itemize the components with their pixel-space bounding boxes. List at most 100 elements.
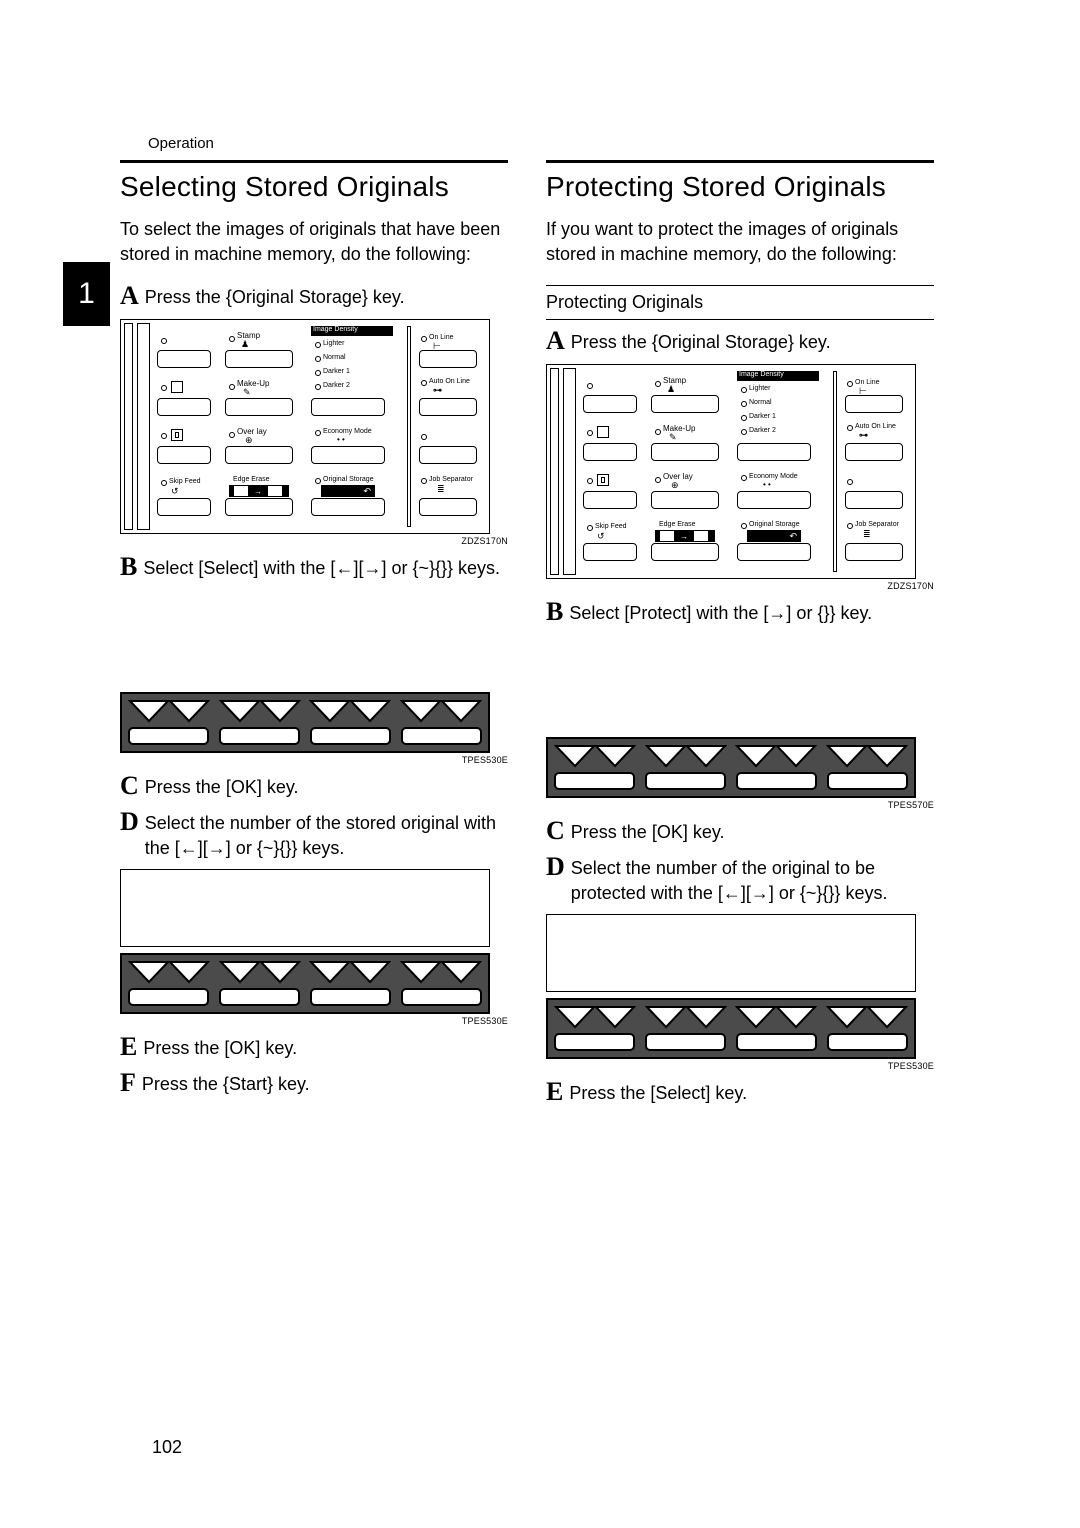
slot-row xyxy=(128,988,482,1006)
lighter-label: Lighter xyxy=(749,385,770,392)
panel-button xyxy=(311,498,385,516)
panel-left-strip-2 xyxy=(137,323,150,530)
softkey-row xyxy=(546,998,916,1059)
autoonline-icon: ⊶ xyxy=(433,386,442,395)
triangle-pair xyxy=(400,699,482,723)
density-header-label: Image Density xyxy=(739,371,784,378)
darker2-label: Darker 2 xyxy=(749,427,776,434)
softkey-row-figure-right-2: TPES530E xyxy=(546,998,934,1071)
led-icon xyxy=(847,381,853,387)
softkey-slot xyxy=(554,772,635,790)
panel-button xyxy=(651,543,719,561)
triangle-pair xyxy=(554,744,636,768)
triangle-pair xyxy=(309,699,391,723)
mode-square-icon xyxy=(171,429,183,441)
triangle-pair xyxy=(826,1005,908,1029)
step-A-right: A Press the {Original Storage} key. xyxy=(546,330,934,356)
triangle-row xyxy=(128,960,482,984)
step-letter: F xyxy=(120,1070,136,1096)
page-number: 102 xyxy=(152,1437,182,1458)
led-icon xyxy=(315,356,321,362)
step-text: Select the number of the original to be … xyxy=(571,856,934,906)
softkey-row xyxy=(120,953,490,1014)
panel-button xyxy=(419,398,477,416)
triangle-row xyxy=(554,1005,908,1029)
step-text: Select [Select] with the [←][→] or {~}{}… xyxy=(143,556,508,581)
normal-label: Normal xyxy=(749,399,772,406)
panel-button xyxy=(157,398,211,416)
economy-icon: • • xyxy=(337,436,345,444)
panel-button xyxy=(651,395,719,413)
subheading-rule-bottom xyxy=(546,319,934,320)
triangle-pair xyxy=(735,1005,817,1029)
softkey-slot xyxy=(401,727,482,745)
jobsep-icon: ≣ xyxy=(863,530,871,539)
softkey-row xyxy=(120,692,490,753)
step-C-left: C Press the [OK] key. xyxy=(120,775,508,801)
step-E-right: E Press the [Select] key. xyxy=(546,1081,934,1107)
edgeerase-icon: → xyxy=(655,530,715,542)
triangle-pair xyxy=(128,960,210,984)
panel-button xyxy=(419,350,477,368)
edgeerase-label: Edge Erase xyxy=(233,476,270,483)
panel-button xyxy=(157,350,211,368)
step-B-right: B Select [Protect] with the [→] or {}} k… xyxy=(546,601,934,627)
skipfeed-icon: ↺ xyxy=(171,487,179,496)
page: Operation 1 Selecting Stored Originals T… xyxy=(0,0,1080,1528)
intro-text-right: If you want to protect the images of ori… xyxy=(546,217,934,267)
darker1-label: Darker 1 xyxy=(749,413,776,420)
triangle-pair xyxy=(645,1005,727,1029)
mode-square-icon xyxy=(171,381,183,393)
darker1-label: Darker 1 xyxy=(323,368,350,375)
panel-button xyxy=(419,498,477,516)
step-letter: B xyxy=(120,554,137,580)
skipfeed-label: Skip Feed xyxy=(595,523,627,530)
control-panel-figure-left: Image Density Skip Feed ↺ xyxy=(120,319,508,546)
softkey-slot xyxy=(736,1033,817,1051)
led-icon xyxy=(587,383,593,389)
chapter-tab: 1 xyxy=(63,262,110,326)
stamp-icon: ♟ xyxy=(667,385,675,394)
triangle-row xyxy=(554,744,908,768)
softkey-slot xyxy=(128,727,209,745)
skipfeed-icon: ↺ xyxy=(597,532,605,541)
led-icon xyxy=(847,425,853,431)
stamp-icon: ♟ xyxy=(241,340,249,349)
panel-divider xyxy=(407,326,411,527)
panel-button xyxy=(225,350,293,368)
step-text: Select the number of the stored original… xyxy=(145,811,508,861)
panel-left-strip-2 xyxy=(563,368,576,575)
step-letter: A xyxy=(120,283,139,309)
led-icon xyxy=(229,432,235,438)
edgeerase-label: Edge Erase xyxy=(659,521,696,528)
led-icon xyxy=(741,401,747,407)
control-panel-figure-right: Image Density Skip Feed ↺ Stamp ♟ xyxy=(546,364,934,591)
darker2-label: Darker 2 xyxy=(323,382,350,389)
right-column: Protecting Stored Originals If you want … xyxy=(546,160,934,1115)
makeup-icon: ✎ xyxy=(669,433,677,442)
spacer xyxy=(546,635,934,731)
step-D-right: D Select the number of the original to b… xyxy=(546,856,934,906)
origstorage-icon: ↶ xyxy=(747,530,801,542)
led-icon xyxy=(741,475,747,481)
figure-caption: ZDZS170N xyxy=(546,581,934,591)
autoonline-label: Auto On Line xyxy=(855,423,896,430)
step-D-left: D Select the number of the stored origin… xyxy=(120,811,508,861)
softkey-slot xyxy=(827,772,908,790)
panel-button xyxy=(311,446,385,464)
panel-button xyxy=(651,443,719,461)
edgeerase-icon: → xyxy=(229,485,289,497)
figure-caption: TPES530E xyxy=(120,755,508,765)
led-icon xyxy=(421,478,427,484)
step-text: Press the {Start} key. xyxy=(142,1072,508,1097)
softkey-slot xyxy=(554,1033,635,1051)
figure-caption: ZDZS170N xyxy=(120,536,508,546)
softkey-slot xyxy=(310,988,391,1006)
step-text: Press the [OK] key. xyxy=(571,820,934,845)
subheading-rule-top xyxy=(546,285,934,286)
density-header-label: Image Density xyxy=(313,326,358,333)
section-rule xyxy=(120,160,508,163)
led-icon xyxy=(741,429,747,435)
led-icon xyxy=(655,429,661,435)
softkey-row-figure: TPES530E xyxy=(120,692,508,765)
